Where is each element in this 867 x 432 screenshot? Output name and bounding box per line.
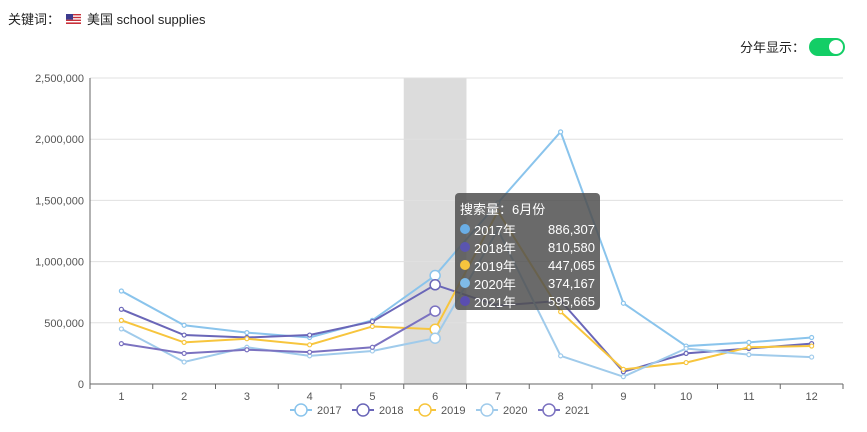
data-point-2020 [181, 359, 187, 365]
series-line-2021 [121, 310, 436, 355]
tooltip-series-value: 447,065 [548, 257, 595, 273]
data-point-2019 [244, 336, 250, 342]
data-point-2017 [429, 269, 441, 282]
tooltip-row: 2017年 886,307 [460, 220, 595, 238]
data-point-2017 [809, 334, 815, 341]
tooltip-series-name: 2019年 [474, 258, 516, 274]
x-tick-label: 3 [244, 391, 250, 403]
data-point-2020 [620, 374, 626, 380]
x-tick-label: 2 [181, 391, 187, 403]
data-point-2021 [307, 349, 313, 355]
data-point-2017 [620, 300, 626, 306]
data-point-2021 [369, 344, 375, 350]
y-tick-label: 2,500,000 [35, 73, 84, 85]
keyword-row: 关键词： 美国 school supplies [8, 9, 206, 28]
legend-label-2018: 2018 [379, 405, 403, 417]
data-point-2019 [181, 339, 187, 345]
data-point-2019 [746, 344, 752, 350]
x-tick-label: 4 [307, 391, 313, 403]
chart-tooltip: 搜索量：6月份 2017年 886,307 2018年 810,580 2019年 447… [455, 193, 600, 310]
y-tick-label: 2,000,000 [35, 134, 84, 146]
legend-label-2020: 2020 [503, 405, 527, 417]
data-point-2019 [683, 359, 689, 366]
x-tick-label: 12 [806, 391, 818, 403]
keyword-label: 关键词： [8, 12, 61, 27]
data-point-2018 [307, 332, 313, 338]
tooltip-series-value: 595,665 [548, 293, 595, 309]
data-point-2020 [683, 345, 689, 352]
tooltip-series-dot [460, 242, 470, 252]
tooltip-row: 2021年 595,665 [460, 292, 595, 310]
legend-label-2019: 2019 [441, 405, 465, 417]
tooltip-series-name: 2020年 [474, 276, 516, 292]
data-point-2020 [429, 332, 441, 344]
data-point-2019 [369, 323, 375, 330]
tooltip-title: 搜索量：6月份 [460, 202, 546, 217]
y-tick-label: 1,000,000 [35, 257, 84, 269]
tooltip-series-dot [460, 224, 470, 234]
data-point-2017 [558, 129, 564, 135]
data-point-2019 [307, 342, 313, 348]
tooltip-series-name: 2017年 [474, 222, 516, 238]
x-tick-label: 5 [369, 391, 375, 403]
data-point-2020 [746, 352, 752, 358]
tooltip-series-dot [460, 278, 470, 288]
y-tick-label: 1,500,000 [35, 195, 84, 207]
data-point-2020 [118, 326, 124, 332]
tooltip-series-value: 374,167 [548, 275, 595, 291]
data-point-2018 [118, 306, 124, 312]
year-toggle-row: 分年显示： [740, 37, 845, 56]
data-point-2017 [746, 339, 752, 345]
x-tick-label: 1 [118, 391, 124, 403]
data-point-2019 [558, 309, 564, 315]
data-point-2021 [244, 347, 250, 353]
x-tick-label: 6 [432, 391, 438, 403]
year-toggle-switch[interactable] [809, 37, 845, 56]
x-tick-label: 7 [495, 391, 501, 403]
us-flag-icon [66, 13, 82, 24]
tooltip-series-value: 810,580 [548, 239, 595, 255]
data-point-2018 [369, 318, 375, 325]
data-point-2019 [620, 366, 626, 372]
data-point-2021 [429, 305, 441, 317]
legend-marker [356, 403, 370, 417]
legend-marker [418, 403, 432, 417]
tooltip-series-name: 2021年 [474, 294, 516, 310]
data-point-2018 [683, 350, 689, 356]
tooltip-row: 2018年 810,580 [460, 238, 595, 256]
tooltip-row: 2019年 447,065 [460, 256, 595, 274]
data-point-2021 [181, 350, 187, 356]
x-tick-label: 10 [680, 391, 692, 403]
data-point-2021 [118, 341, 124, 347]
tooltip-series-dot [460, 260, 470, 270]
legend-marker [542, 403, 556, 417]
tooltip-series-dot [460, 296, 470, 306]
x-tick-label: 8 [558, 391, 564, 403]
keyword-value: 美国 school supplies [87, 12, 206, 27]
legend-label-2021: 2021 [565, 405, 589, 417]
tooltip-series-value: 886,307 [548, 221, 595, 237]
legend-marker [294, 403, 308, 417]
data-point-2019 [809, 343, 815, 349]
legend-marker [480, 403, 494, 417]
data-point-2018 [181, 332, 187, 338]
data-point-2017 [244, 329, 250, 336]
data-point-2017 [181, 322, 187, 328]
data-point-2018 [429, 279, 441, 291]
x-tick-label: 9 [620, 391, 626, 403]
year-toggle-label: 分年显示： [739, 40, 805, 55]
tooltip-row: 2020年 374,167 [460, 274, 595, 292]
data-point-2020 [809, 354, 815, 360]
legend-label-2017: 2017 [317, 405, 341, 417]
data-point-2017 [118, 288, 124, 294]
tooltip-series-name: 2018年 [474, 240, 516, 256]
toggle-knob [829, 39, 843, 54]
x-tick-label: 11 [743, 391, 754, 403]
data-point-2019 [118, 317, 124, 323]
data-point-2020 [558, 353, 564, 359]
y-tick-label: 0 [78, 379, 84, 391]
y-tick-label: 500,000 [44, 318, 84, 330]
